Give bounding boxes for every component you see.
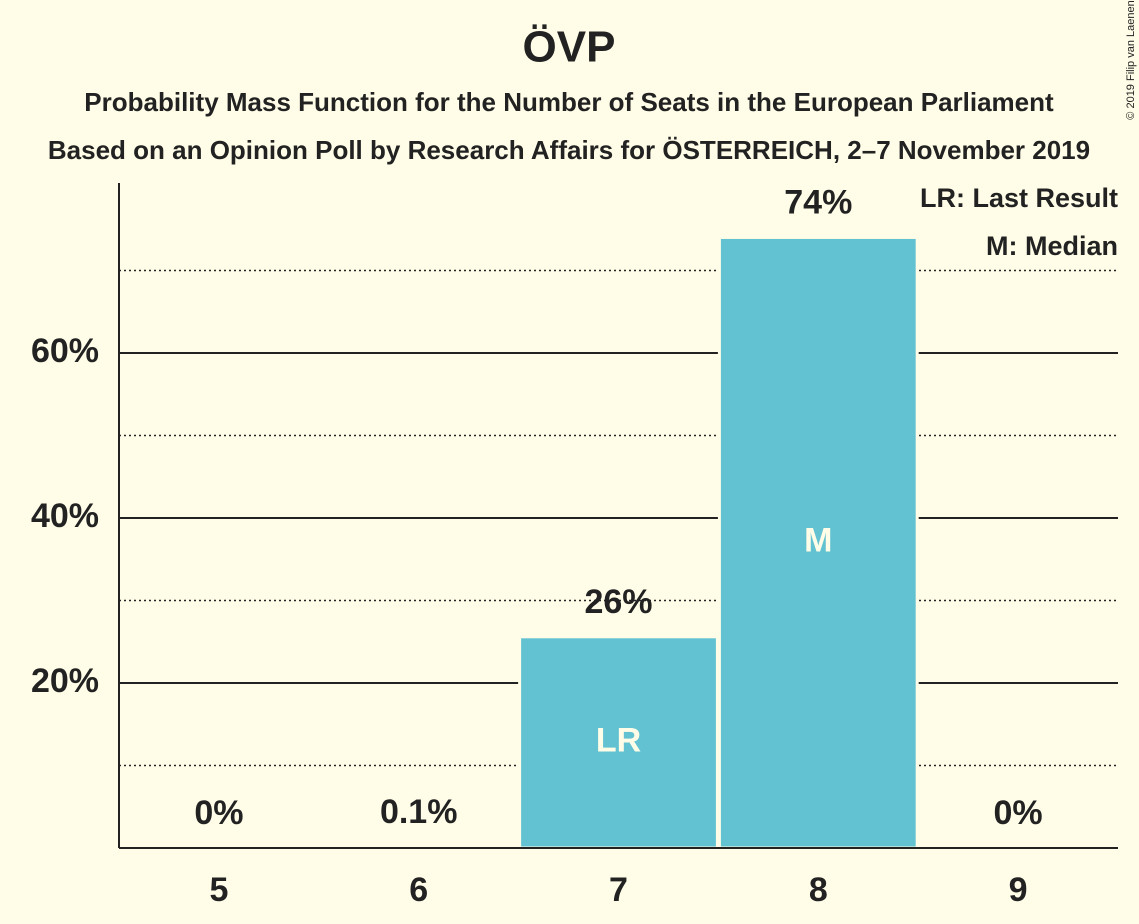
chart-subtitle: Probability Mass Function for the Number… [84, 87, 1054, 117]
value-label: 0.1% [380, 793, 458, 831]
x-tick-label: 9 [1009, 871, 1028, 909]
y-tick-label: 60% [31, 332, 99, 370]
y-tick-label: 20% [31, 662, 99, 700]
bar-marker: LR [596, 721, 641, 759]
x-tick-label: 7 [609, 871, 628, 909]
value-label: 26% [584, 583, 652, 621]
legend-note: M: Median [986, 231, 1118, 261]
x-tick-label: 5 [209, 871, 228, 909]
value-label: 0% [994, 794, 1043, 832]
bar-marker: M [804, 522, 832, 560]
value-label: 74% [784, 183, 852, 221]
legend-note: LR: Last Result [920, 183, 1118, 213]
value-label: 0% [194, 794, 243, 832]
y-tick-label: 40% [31, 497, 99, 535]
x-tick-label: 6 [409, 871, 428, 909]
copyright: © 2019 Filip van Laenen [1125, 0, 1137, 119]
chart-title: ÖVP [523, 23, 616, 72]
x-tick-label: 8 [809, 871, 828, 909]
chart-subtitle: Based on an Opinion Poll by Research Aff… [48, 135, 1090, 165]
bar [717, 235, 919, 850]
